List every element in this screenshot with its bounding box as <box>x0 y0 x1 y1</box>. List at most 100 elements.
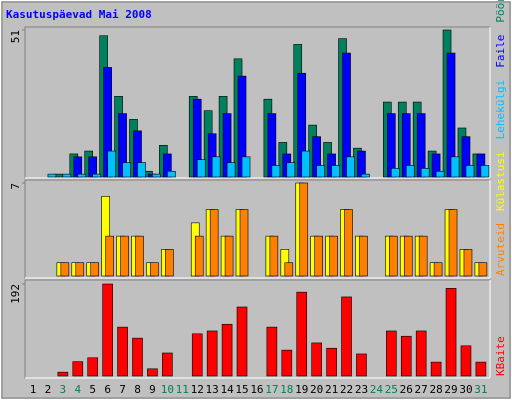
x-tick-label: 25 <box>385 383 398 396</box>
bar <box>450 156 460 178</box>
bar <box>331 165 340 178</box>
bar <box>346 156 355 178</box>
bar <box>341 296 352 377</box>
x-tick-label: 31 <box>474 383 487 396</box>
bar <box>236 306 248 377</box>
bar <box>226 162 236 178</box>
bar <box>416 113 426 178</box>
bar <box>387 113 396 178</box>
x-tick-label: 15 <box>235 383 248 396</box>
bar <box>433 262 443 277</box>
x-tick-label: 24 <box>370 383 384 396</box>
bar <box>448 209 458 277</box>
bar <box>478 262 488 277</box>
bar <box>430 361 442 377</box>
bar <box>357 150 366 178</box>
bar <box>415 330 427 377</box>
bar <box>344 209 353 277</box>
y-tick-label: 51 <box>9 30 22 43</box>
bar <box>132 337 143 377</box>
bar <box>405 165 415 178</box>
bar <box>286 162 296 178</box>
bar <box>75 262 85 277</box>
bar <box>460 345 472 377</box>
bar <box>107 150 116 178</box>
bar <box>137 162 146 178</box>
bar <box>386 330 397 377</box>
legend-entry: Faile <box>494 35 507 68</box>
bar <box>266 326 278 377</box>
bar <box>281 349 293 377</box>
bar <box>57 371 69 377</box>
bar <box>194 235 204 277</box>
bar <box>92 173 102 178</box>
bar <box>102 283 113 377</box>
bar <box>47 173 57 178</box>
x-tick-label: 2 <box>45 383 52 396</box>
bar <box>72 361 84 377</box>
bar <box>167 170 176 178</box>
x-tick-label: 9 <box>149 383 156 396</box>
legend: Arvuteid Külastusi Lehekülgi Faile Pöördumis… <box>494 0 507 276</box>
x-tick-label: 4 <box>74 383 81 396</box>
bar <box>87 357 99 377</box>
bar <box>122 162 131 178</box>
bar <box>463 249 473 277</box>
bar <box>165 249 174 277</box>
x-tick-label: 3 <box>60 383 67 396</box>
x-tick-label: 19 <box>295 383 308 396</box>
legend-entry: Lehekülgi <box>494 80 507 140</box>
bar <box>162 352 173 377</box>
bar <box>296 291 308 377</box>
bar <box>105 235 114 277</box>
bar <box>465 165 475 178</box>
x-tick-label: 27 <box>415 383 428 396</box>
x-tick-label: 7 <box>119 383 126 396</box>
bar <box>403 235 413 277</box>
x-tick-label: 30 <box>459 383 472 396</box>
x-tick-label: 17 <box>265 383 278 396</box>
y-tick-label: 192 <box>9 284 22 304</box>
legend-entry: KBaite <box>494 336 507 376</box>
legend-entry: Pöördumisi <box>494 0 507 23</box>
bar <box>209 209 219 277</box>
bar <box>271 165 281 178</box>
y-tick-label: 7 <box>9 183 22 190</box>
bar <box>400 335 412 377</box>
bar <box>117 326 128 377</box>
bar <box>147 368 158 377</box>
x-tick-label: 20 <box>310 383 323 396</box>
bar <box>480 165 490 178</box>
x-tick-label: 6 <box>104 383 111 396</box>
x-tick-label: 1 <box>30 383 37 396</box>
legend-entry: Külastusi <box>494 151 507 211</box>
x-tick-label: 18 <box>280 383 293 396</box>
x-tick-label: 23 <box>355 383 368 396</box>
bar <box>191 333 203 377</box>
bar <box>445 288 457 377</box>
x-tick-label: 29 <box>444 383 457 396</box>
bar <box>196 159 206 178</box>
bar <box>420 168 430 178</box>
legend: KBaite <box>494 336 507 376</box>
bar <box>361 173 370 178</box>
bar <box>77 173 87 178</box>
x-tick-label: 5 <box>89 383 96 396</box>
x-tick-label: 8 <box>134 383 141 396</box>
bar <box>284 262 294 277</box>
bar <box>326 347 337 377</box>
bar <box>299 182 309 277</box>
x-tick-label: 13 <box>206 383 219 396</box>
x-tick-label: 10 <box>161 383 174 396</box>
bar <box>359 235 368 277</box>
bar <box>152 173 161 178</box>
bar <box>311 342 322 377</box>
bar <box>62 173 72 178</box>
bar <box>316 165 325 178</box>
bar <box>150 262 159 277</box>
x-tick-label: 22 <box>340 383 353 396</box>
legend-entry: Arvuteid <box>494 223 507 276</box>
bar <box>135 235 144 277</box>
x-tick-label: 28 <box>429 383 442 396</box>
